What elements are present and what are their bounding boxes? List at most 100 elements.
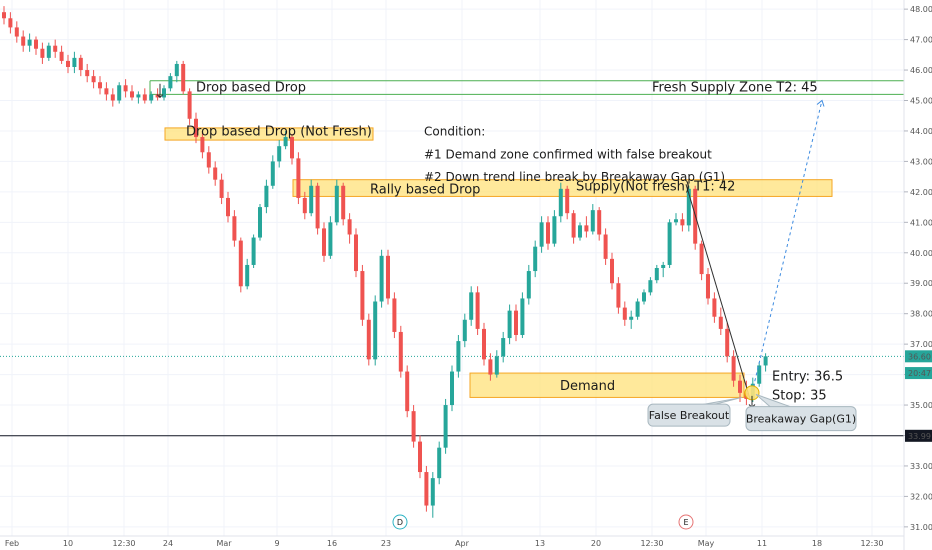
candle-body (430, 478, 435, 506)
candle-body (226, 197, 230, 217)
candle-body (373, 301, 378, 360)
candle-body (130, 91, 134, 98)
candle-body (488, 359, 493, 375)
candle-body (264, 185, 269, 208)
candle-body (571, 213, 576, 238)
candle-body (21, 36, 26, 46)
candle-body (610, 258, 614, 284)
candle-body (418, 441, 422, 473)
time-tick-label: 23 (381, 539, 391, 548)
candle-body (718, 316, 723, 329)
candle-body (347, 219, 352, 235)
candle-body (245, 264, 250, 287)
candle-body (290, 137, 294, 159)
price-tick-label: 43.00 (910, 157, 932, 166)
candle-body (8, 18, 13, 28)
label-false-breakout: False Breakout (649, 409, 730, 422)
time-tick-label: 20 (591, 539, 601, 548)
time-tick-label: May (698, 539, 715, 548)
time-axis: Feb 10 12:30 24 Mar 9 16 23 Apr 13 20 12:30 May 11 18 1… (0, 535, 904, 548)
candle-body (603, 234, 608, 259)
candle-body (194, 118, 198, 138)
candle-body (725, 328, 730, 357)
candle-body (533, 246, 538, 272)
time-tick-label: Apr (455, 539, 470, 548)
candle-body (213, 167, 218, 180)
time-tick-label: 11 (757, 539, 767, 548)
candle-body (187, 91, 192, 119)
candle-body (232, 216, 237, 241)
price-axis: 48.00 47.00 46.00 45.00 44.00 43.00 42.00 41.00… (903, 0, 932, 550)
candle-body (405, 371, 410, 412)
drop-arrow-head (156, 94, 164, 99)
projection-arrow (816, 99, 825, 107)
label-fresh-supply: Fresh Supply Zone T2: 45 (652, 80, 818, 95)
candle-body (616, 283, 621, 308)
candle-body (558, 188, 563, 217)
zones (149, 80, 904, 398)
candle-body (437, 447, 442, 479)
candle-body (386, 255, 390, 299)
candle-body (341, 185, 346, 220)
label-not-fresh: Drop based Drop (Not Fresh) (186, 125, 372, 140)
candle-body (648, 280, 653, 293)
time-tick-label: Mar (216, 539, 232, 548)
candle-body (302, 197, 307, 214)
candle-body (59, 51, 64, 61)
time-tick-label: 10 (63, 539, 73, 548)
label-drop-based-drop: Drop based Drop (196, 80, 306, 95)
price-tick-label: 32.00 (910, 492, 932, 501)
overlays: Drop based Drop Fresh Supply Zone T2: 45 D… (156, 80, 857, 530)
label-condition-1: #1 Demand zone confirmed with false brea… (424, 147, 712, 161)
candle-body (85, 70, 90, 77)
label-entry: Entry: 36.5 (772, 370, 843, 385)
candle-body (14, 27, 19, 37)
candle-body (462, 319, 467, 342)
candle-body (379, 255, 384, 302)
candle-body (283, 137, 288, 147)
candle-body (482, 328, 486, 360)
price-tick-label: 33.00 (910, 462, 932, 471)
zone-demand (469, 372, 745, 398)
time-tick-label: 13 (535, 539, 545, 548)
candle-body (277, 146, 282, 162)
price-tag-current-label: 36.60 (908, 352, 931, 361)
candle-body (149, 94, 154, 101)
candle-body (738, 380, 742, 393)
zone-drop-based-drop (164, 127, 374, 141)
candle-body (155, 94, 160, 98)
candle-body (507, 310, 512, 339)
candle-body (309, 185, 314, 214)
candle-body (219, 179, 224, 198)
candle-body (590, 210, 595, 232)
marker-d-label: D (397, 518, 403, 527)
price-tag-current-bg (905, 350, 932, 363)
price-tag-countdown-label: 20:47 (908, 369, 931, 378)
candle-body (475, 292, 480, 329)
candles (2, 6, 768, 518)
candle-body (296, 158, 301, 198)
time-tick-label: 12:30 (112, 539, 135, 548)
candle-body (712, 298, 717, 317)
candle-body (360, 271, 365, 320)
candle-body (354, 234, 358, 272)
candle-body (629, 316, 634, 320)
label-rally-drop: Rally based Drop (370, 182, 480, 197)
candle-body (136, 94, 141, 98)
candle-body (174, 63, 179, 77)
candle-body (501, 338, 506, 357)
candle-body (334, 185, 339, 223)
candle-body (526, 271, 531, 299)
candle-body (443, 405, 448, 448)
price-tick-label: 40.00 (910, 249, 932, 258)
price-tick-label: 37.00 (910, 340, 932, 349)
price-tick-label: 42.00 (910, 188, 932, 197)
candle-body (27, 39, 32, 46)
candle-body (72, 57, 77, 67)
candle-body (66, 60, 70, 67)
candle-body (366, 319, 371, 360)
candle-body (514, 310, 518, 335)
down-trend-line (685, 184, 751, 400)
candle-body (40, 48, 45, 58)
